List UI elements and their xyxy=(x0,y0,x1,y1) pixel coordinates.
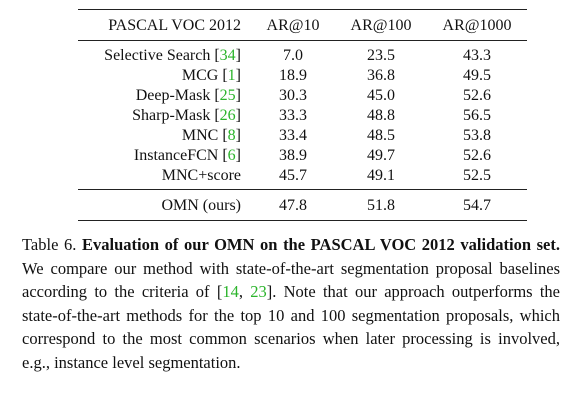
table-row: MCG [1] 18.9 36.8 49.5 xyxy=(78,65,527,85)
header-ar10: AR@10 xyxy=(251,9,335,41)
method-name: MCG xyxy=(181,66,219,84)
ar1000-value: 43.3 xyxy=(463,46,491,64)
method-name: Selective Search xyxy=(104,46,211,64)
header-dataset: PASCAL VOC 2012 xyxy=(78,9,251,41)
ar1000-value: 53.8 xyxy=(463,126,491,144)
table-header-row: PASCAL VOC 2012 AR@10 AR@100 AR@1000 xyxy=(78,9,527,41)
table-row: InstanceFCN [6] 38.9 49.7 52.6 xyxy=(78,145,527,165)
ar1000-value: 49.5 xyxy=(463,66,491,84)
method-name: InstanceFCN xyxy=(133,146,219,164)
method-cell: MNC+score xyxy=(78,165,251,190)
method-cell: MCG [1] xyxy=(181,66,241,84)
ar10-value: 45.7 xyxy=(279,166,307,184)
ar10-value: 18.9 xyxy=(279,66,307,84)
method-cell: MNC [8] xyxy=(181,126,241,144)
table-row: Selective Search [34] 7.0 23.5 43.3 xyxy=(78,41,527,66)
ar10-value: 30.3 xyxy=(279,86,307,104)
method-cell: Sharp-Mask [26] xyxy=(132,106,241,124)
method-citation[interactable]: 1 xyxy=(227,66,236,84)
ar10-value: 33.3 xyxy=(279,106,307,124)
method-name: OMN (ours) xyxy=(78,189,251,221)
caption-text: ]. Note that our approach outperforms th… xyxy=(22,282,561,372)
method-cell: InstanceFCN [6] xyxy=(133,146,241,164)
method-citation[interactable]: 6 xyxy=(227,146,236,164)
method-cell: Selective Search [34] xyxy=(104,46,241,64)
method-citation[interactable]: 26 xyxy=(219,106,236,124)
results-table: PASCAL VOC 2012 AR@10 AR@100 AR@1000 Sel… xyxy=(78,9,527,221)
table-caption: Table 6. Evaluation of our OMN on the PA… xyxy=(22,233,560,374)
method-citation[interactable]: 8 xyxy=(227,126,236,144)
method-cell: Deep-Mask [25] xyxy=(135,86,241,104)
ar10-value: 33.4 xyxy=(279,126,307,144)
ar100-value: 51.8 xyxy=(335,189,427,221)
table-row-ours: OMN (ours) 47.8 51.8 54.7 xyxy=(78,189,527,221)
ar100-value: 49.1 xyxy=(367,166,395,184)
ar10-value: 7.0 xyxy=(283,46,303,64)
ar1000-value: 54.7 xyxy=(427,189,527,221)
ar100-value: 45.0 xyxy=(367,86,395,104)
caption-citation[interactable]: 14 xyxy=(222,282,239,301)
table-row: MNC+score 45.7 49.1 52.5 xyxy=(78,165,527,190)
table-row: MNC [8] 33.4 48.5 53.8 xyxy=(78,125,527,145)
ar100-value: 36.8 xyxy=(367,66,395,84)
ar100-value: 48.5 xyxy=(367,126,395,144)
method-name: MNC xyxy=(181,126,219,144)
ar1000-value: 52.5 xyxy=(463,166,491,184)
table-row: Sharp-Mask [26] 33.3 48.8 56.5 xyxy=(78,105,527,125)
ar10-value: 47.8 xyxy=(251,189,335,221)
method-name: Sharp-Mask xyxy=(132,106,211,124)
method-name: Deep-Mask xyxy=(135,86,211,104)
header-ar1000: AR@1000 xyxy=(427,9,527,41)
method-citation[interactable]: 25 xyxy=(219,86,236,104)
caption-title: Evaluation of our OMN on the PASCAL VOC … xyxy=(82,235,561,254)
ar10-value: 38.9 xyxy=(279,146,307,164)
caption-citation[interactable]: 23 xyxy=(250,282,267,301)
table-row: Deep-Mask [25] 30.3 45.0 52.6 xyxy=(78,85,527,105)
ar1000-value: 52.6 xyxy=(463,146,491,164)
method-name: MNC+score xyxy=(161,166,241,184)
ar100-value: 23.5 xyxy=(367,46,395,64)
ar1000-value: 56.5 xyxy=(463,106,491,124)
caption-text: We compare our method with state-of-the-… xyxy=(22,258,560,302)
table-body: Selective Search [34] 7.0 23.5 43.3 MCG [1] 1… xyxy=(78,41,527,190)
ar100-value: 49.7 xyxy=(367,146,395,164)
ar1000-value: 52.6 xyxy=(463,86,491,104)
method-citation[interactable]: 34 xyxy=(219,46,236,64)
caption-label: Table 6. xyxy=(22,235,77,254)
ar100-value: 48.8 xyxy=(367,106,395,124)
results-table-container: PASCAL VOC 2012 AR@10 AR@100 AR@1000 Sel… xyxy=(78,9,527,221)
header-ar100: AR@100 xyxy=(335,9,427,41)
caption-citation-separator: , xyxy=(238,282,251,301)
